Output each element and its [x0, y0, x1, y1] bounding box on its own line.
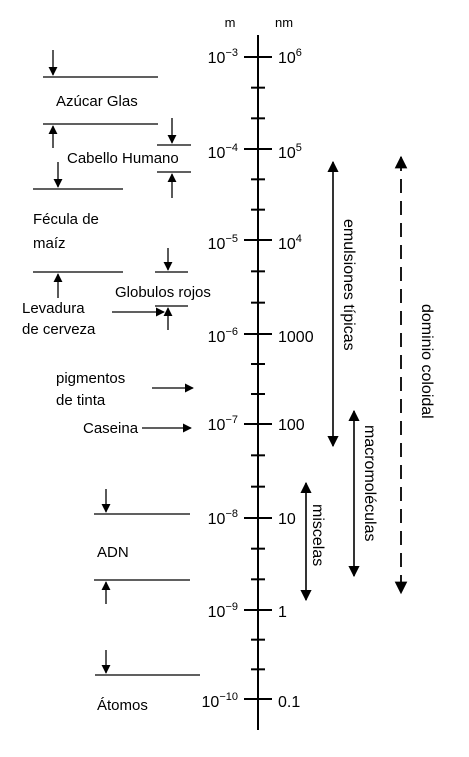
meter-labels: 10−3 10−4 10−5 10−6 10−7 10−8 10−9 10−10	[202, 47, 238, 711]
dominio-coloidal-range: dominio coloidal	[394, 155, 435, 595]
miscelas-label: miscelas	[309, 504, 326, 566]
nm-label-7: 1	[278, 604, 287, 621]
m-label-8: 10−10	[202, 691, 238, 711]
atomos-label: Átomos	[97, 697, 148, 714]
nanometer-labels: 106 105 104 1000 100 10 1 0.1	[278, 47, 314, 711]
emulsiones-range: emulsiones típicas	[327, 160, 357, 448]
nm-label-8: 0.1	[278, 694, 300, 711]
m-label-4: 10−6	[208, 326, 238, 346]
m-label-7: 10−9	[208, 601, 238, 621]
m-label-2: 10−4	[208, 142, 238, 162]
unit-m: m	[225, 15, 236, 30]
m-label-5: 10−7	[208, 414, 238, 434]
levadura-label-line1: Levadura	[22, 300, 85, 317]
globulos-rojos-range: Globulos rojos	[115, 248, 211, 330]
nm-label-2: 105	[278, 142, 302, 162]
caseina-label: Caseina	[83, 420, 139, 437]
scale-ticks	[244, 56, 272, 700]
macromoleculas-label: macromoléculas	[361, 425, 378, 541]
atomos-range: Átomos	[95, 650, 200, 714]
emulsiones-label: emulsiones típicas	[340, 219, 357, 351]
fecula-maiz-range: Fécula de maíz	[33, 162, 123, 298]
nm-label-4: 1000	[278, 329, 314, 346]
fecula-label-line1: Fécula de	[33, 211, 99, 228]
adn-range: ADN	[94, 489, 190, 604]
nm-label-3: 104	[278, 233, 302, 253]
pigmentos-label-line1: pigmentos	[56, 370, 125, 387]
levadura-label-line2: de cerveza	[22, 321, 96, 338]
pigmentos-label-line2: de tinta	[56, 392, 106, 409]
m-label-3: 10−5	[208, 233, 238, 253]
caseina-range: Caseina	[83, 420, 192, 437]
levadura-range: Levadura de cerveza	[22, 300, 165, 338]
m-label-1: 10−3	[208, 47, 238, 67]
adn-label: ADN	[97, 544, 129, 561]
unit-nm: nm	[275, 15, 293, 30]
azucar-glas-range: Azúcar Glas	[43, 50, 158, 148]
cabello-humano-range: Cabello Humano	[67, 118, 191, 198]
fecula-label-line2: maíz	[33, 235, 66, 252]
macromoleculas-range: macromoléculas	[348, 409, 378, 578]
nm-label-1: 106	[278, 47, 302, 67]
dominio-coloidal-label: dominio coloidal	[418, 304, 435, 419]
azucar-glas-label: Azúcar Glas	[56, 93, 138, 110]
cabello-humano-label: Cabello Humano	[67, 150, 179, 167]
nm-label-5: 100	[278, 417, 305, 434]
globulos-rojos-label: Globulos rojos	[115, 284, 211, 301]
nm-label-6: 10	[278, 511, 296, 528]
m-label-6: 10−8	[208, 508, 238, 528]
miscelas-range: miscelas	[300, 481, 326, 602]
pigmentos-range: pigmentos de tinta	[56, 370, 194, 409]
